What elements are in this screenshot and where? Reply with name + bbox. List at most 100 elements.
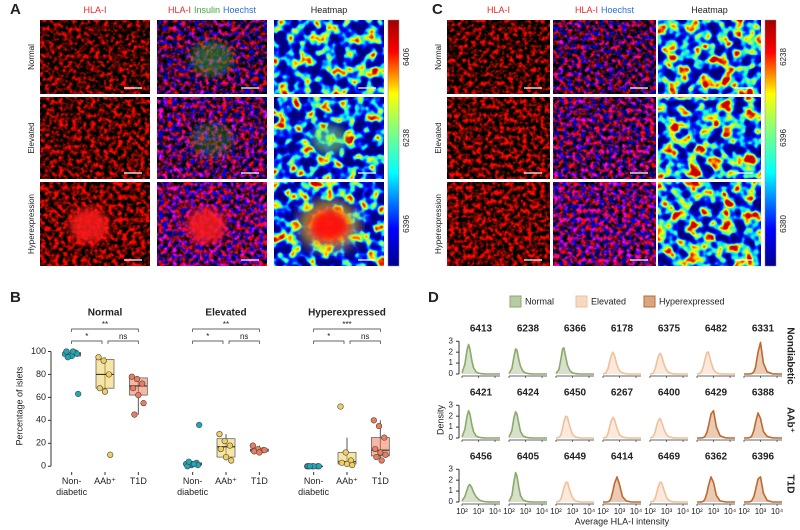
point xyxy=(131,411,138,418)
point xyxy=(64,354,71,361)
density-area xyxy=(556,416,594,438)
density-curve xyxy=(744,412,782,439)
point xyxy=(217,445,224,453)
plot-title: 6362 xyxy=(705,452,728,463)
density-curve xyxy=(649,481,688,503)
column-header: HLA-I Insulin Hoechst xyxy=(168,5,257,15)
plot-title: 6267 xyxy=(611,388,634,399)
y-axis-label: Percentage of islets xyxy=(14,366,24,446)
micrograph xyxy=(274,20,384,94)
y-tick-label: 2 xyxy=(449,475,454,484)
donor-label: 6406 xyxy=(402,48,411,66)
y-tick-label: 100 xyxy=(31,346,46,356)
row-label: AAb⁺ xyxy=(784,407,795,433)
column-header-part: Heatmap xyxy=(311,5,348,15)
x-tick-label: 10² xyxy=(738,507,750,516)
density-area xyxy=(603,476,641,502)
point xyxy=(375,422,383,430)
legend-label: Normal xyxy=(525,296,554,306)
x-tick-label: Non-diabetic xyxy=(56,476,88,497)
row-label: Hyperexpression xyxy=(27,194,36,254)
row-label: Normal xyxy=(434,44,443,70)
islet-stain xyxy=(190,40,234,77)
point xyxy=(381,434,388,441)
x-tick-label: AAb⁺ xyxy=(215,476,237,486)
y-tick-label: 1 xyxy=(449,422,454,431)
column-header-part: HLA-I xyxy=(168,5,191,15)
x-tick-label: 10² xyxy=(550,507,562,516)
x-tick-label: AAb⁺ xyxy=(336,476,358,486)
x-tick-label: 10² xyxy=(597,507,609,516)
micrograph xyxy=(658,97,761,179)
x-tick-label: 10³ xyxy=(614,507,626,516)
plot-title: 6414 xyxy=(611,452,634,463)
x-tick-label: AAb⁺ xyxy=(94,476,116,486)
x-tick-label: 10³ xyxy=(473,507,485,516)
micrograph xyxy=(40,20,150,94)
islet-heat xyxy=(309,208,349,243)
plot-title: 6331 xyxy=(752,324,775,335)
y-tick-label: 0 xyxy=(449,433,454,442)
point xyxy=(105,371,112,378)
plot-title: 6424 xyxy=(517,388,540,399)
density-area xyxy=(603,352,641,374)
donor-label: 6238 xyxy=(779,48,788,66)
islet-stain xyxy=(186,207,226,244)
significance-bracket xyxy=(228,340,260,344)
significance-label: ** xyxy=(102,320,108,329)
micrograph xyxy=(447,182,550,266)
subplot-title: Elevated xyxy=(205,308,246,319)
point xyxy=(370,417,377,424)
point xyxy=(95,354,102,361)
plot-title: 6429 xyxy=(705,388,728,399)
point xyxy=(337,403,344,410)
x-tick-label: 10⁴ xyxy=(724,507,737,516)
islet-heat xyxy=(311,124,347,155)
legend-label: Elevated xyxy=(591,296,626,306)
y-tick-label: 20 xyxy=(36,438,46,448)
density-curve xyxy=(508,411,547,439)
point xyxy=(382,451,389,458)
plot-title: 6388 xyxy=(752,388,775,399)
density-area xyxy=(603,417,641,438)
subplot-title: Normal xyxy=(88,308,123,319)
donor-label: 6396 xyxy=(402,215,411,233)
point xyxy=(343,460,351,468)
point xyxy=(342,449,349,456)
significance-bracket xyxy=(349,340,381,344)
x-tick-label: 10² xyxy=(456,507,468,516)
micrograph xyxy=(447,20,550,94)
column-header: HLA-I xyxy=(83,5,106,15)
row-label: T1D xyxy=(784,475,795,494)
x-tick-label: 10⁴ xyxy=(771,507,784,516)
density-area xyxy=(697,476,735,502)
y-axis-label: Density xyxy=(435,404,445,435)
plot-title: 6405 xyxy=(517,452,540,463)
x-tick-label: T1D xyxy=(130,476,148,486)
density-area xyxy=(744,342,782,374)
micrograph xyxy=(553,20,656,94)
plot-title: 6366 xyxy=(564,324,587,335)
column-header: Heatmap xyxy=(691,5,728,15)
density-area xyxy=(744,412,782,438)
point xyxy=(130,385,137,392)
plot-title: 6178 xyxy=(611,324,634,335)
density-area xyxy=(556,482,594,502)
density-area xyxy=(650,353,688,374)
point xyxy=(196,421,203,429)
significance-bracket xyxy=(107,340,139,344)
point xyxy=(133,375,141,383)
point xyxy=(101,388,109,395)
subplot-title: Hyperexpressed xyxy=(308,308,386,319)
legend-swatch xyxy=(509,295,522,308)
islet-stain xyxy=(69,207,109,244)
point xyxy=(216,431,223,438)
point xyxy=(373,453,380,461)
row-label: Normal xyxy=(27,44,36,70)
x-tick-label: 10² xyxy=(644,507,656,516)
row-label: Nondiabetic xyxy=(784,327,795,385)
x-tick-label: T1D xyxy=(251,476,269,486)
significance-label: *** xyxy=(342,320,351,329)
significance-label: * xyxy=(206,332,209,341)
column-header-part: Hoechst xyxy=(601,5,635,15)
